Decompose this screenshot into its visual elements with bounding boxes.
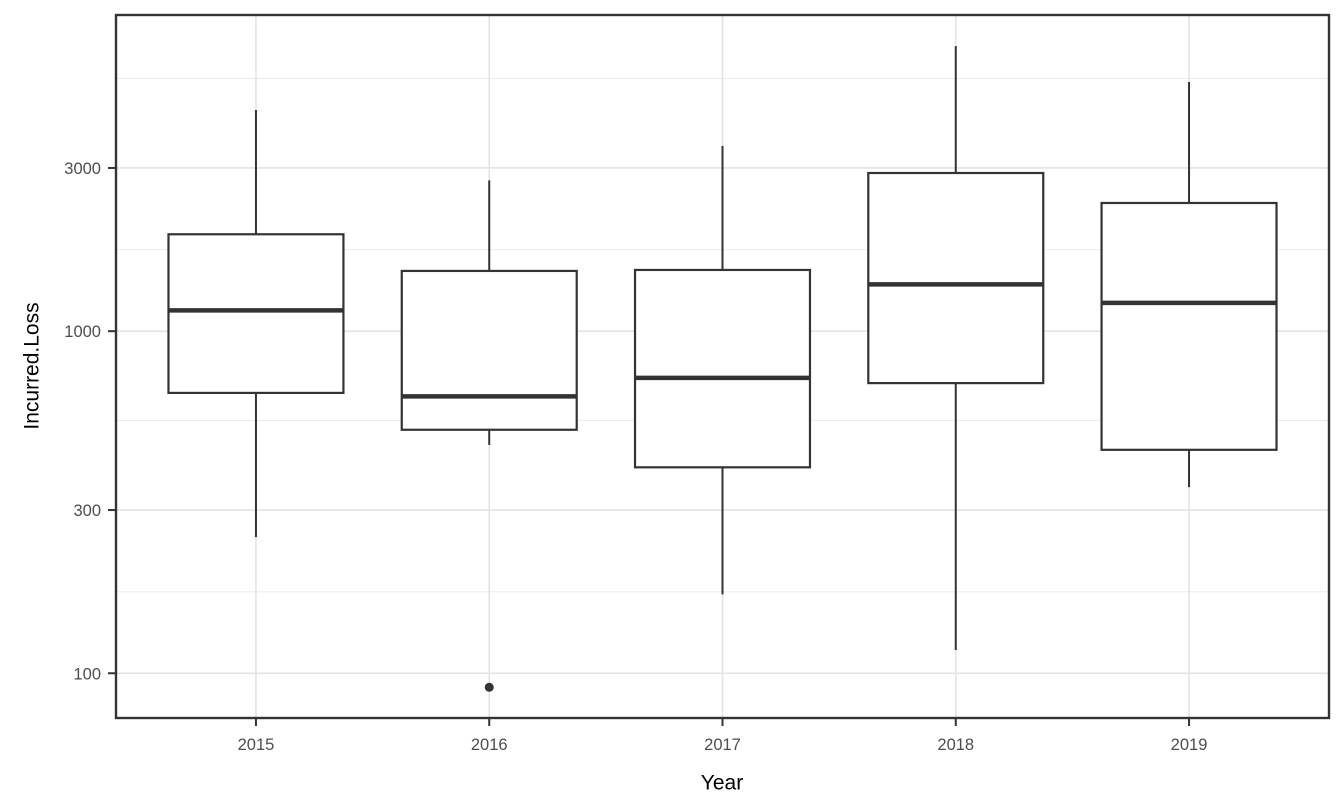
y-axis-title: Incurred.Loss: [20, 302, 44, 430]
y-tick-label: 3000: [64, 160, 101, 178]
iqr-box: [1100, 201, 1278, 451]
iqr-box: [867, 171, 1045, 385]
iqr-box: [167, 233, 345, 395]
boxplot-2016: [400, 180, 578, 692]
x-tick-label: 2015: [238, 736, 275, 754]
y-tick-label: 1000: [64, 323, 101, 341]
x-tick-label: 2017: [704, 736, 741, 754]
x-tick-label: 2018: [937, 736, 974, 754]
x-tick-label: 2016: [471, 736, 508, 754]
x-tick-label: 2019: [1171, 736, 1208, 754]
iqr-box: [633, 268, 812, 469]
boxplot-2019: [1100, 82, 1278, 488]
boxplot-2018: [867, 46, 1045, 650]
boxplot-2015: [167, 110, 345, 538]
x-axis-title: Year: [700, 771, 744, 795]
iqr-box: [400, 269, 578, 431]
outlier-point: [484, 682, 494, 692]
boxplot-2017: [633, 145, 812, 595]
y-tick-label: 100: [73, 665, 101, 683]
y-tick-label: 300: [73, 502, 101, 520]
